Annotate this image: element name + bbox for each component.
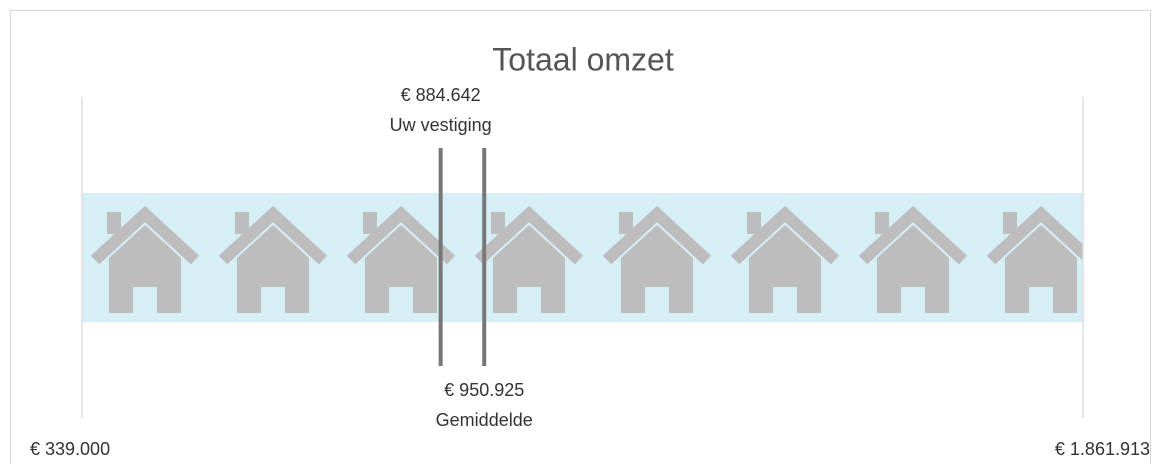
house-chimney [1003, 212, 1017, 234]
house-chimney [875, 212, 889, 234]
x-tick-label: € 339.000 [30, 439, 110, 459]
house-body [877, 225, 949, 313]
house-door [389, 287, 413, 313]
house-roof [90, 205, 200, 265]
frame [10, 10, 1151, 464]
house-door [133, 287, 157, 313]
house-door [645, 287, 669, 313]
house-body [493, 225, 565, 313]
house-body [237, 225, 309, 313]
house-body [621, 225, 693, 313]
value-label: € 950.925 [444, 380, 524, 400]
marker-name: Uw vestiging [390, 115, 492, 135]
chart-title: Totaal omzet [492, 41, 674, 77]
value-label: € 884.642 [401, 85, 481, 105]
house-door [773, 287, 797, 313]
house-chimney [107, 212, 121, 234]
house-door [261, 287, 285, 313]
house-roof [346, 205, 456, 265]
house-body [109, 225, 181, 313]
house-roof [474, 205, 584, 265]
house-chimney [747, 212, 761, 234]
house-chimney [491, 212, 505, 234]
house-icons [90, 205, 1083, 313]
house-chimney [363, 212, 377, 234]
house-door [517, 287, 541, 313]
house-body [365, 225, 437, 313]
house-roof [858, 205, 968, 265]
house-roof [730, 205, 840, 265]
x-tick-label: € 1.861.913 [1055, 439, 1150, 459]
house-door [901, 287, 925, 313]
house-door [1029, 287, 1053, 313]
house-body [1005, 225, 1077, 313]
house-chimney [235, 212, 249, 234]
marker-name: Gemiddelde [436, 410, 533, 430]
house-body [749, 225, 821, 313]
house-roof [218, 205, 328, 265]
house-roof [602, 205, 712, 265]
house-roof [986, 205, 1083, 265]
house-chimney [619, 212, 633, 234]
